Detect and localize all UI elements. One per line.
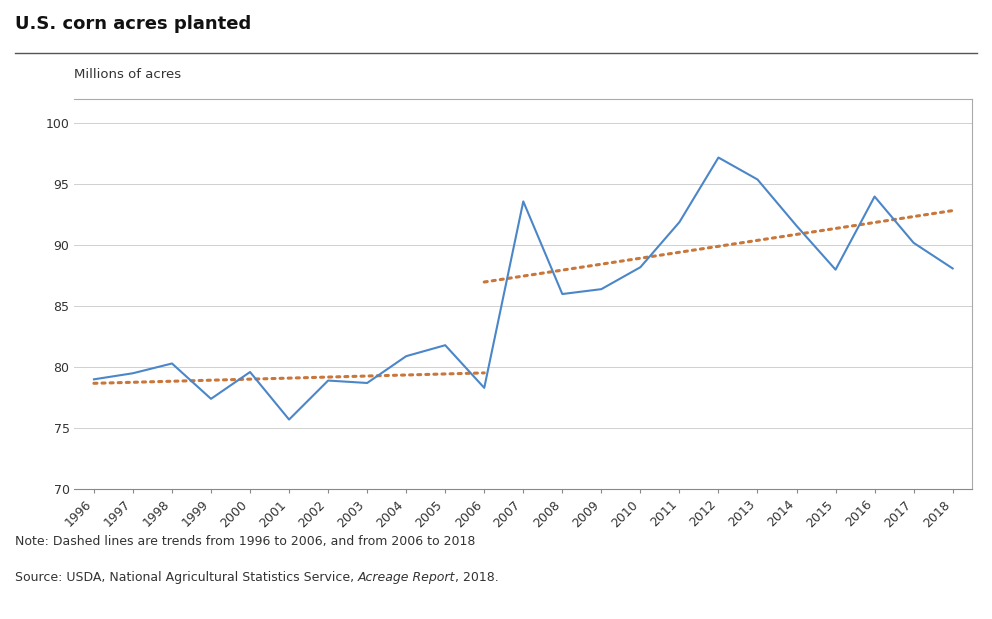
Text: Acreage Report: Acreage Report <box>358 571 455 584</box>
Text: Note: Dashed lines are trends from 1996 to 2006, and from 2006 to 2018: Note: Dashed lines are trends from 1996 … <box>15 535 475 548</box>
Text: , 2018.: , 2018. <box>455 571 499 584</box>
Text: Source: USDA, National Agricultural Statistics Service,: Source: USDA, National Agricultural Stat… <box>15 571 358 584</box>
Text: Millions of acres: Millions of acres <box>74 69 182 82</box>
Text: U.S. corn acres planted: U.S. corn acres planted <box>15 15 251 33</box>
